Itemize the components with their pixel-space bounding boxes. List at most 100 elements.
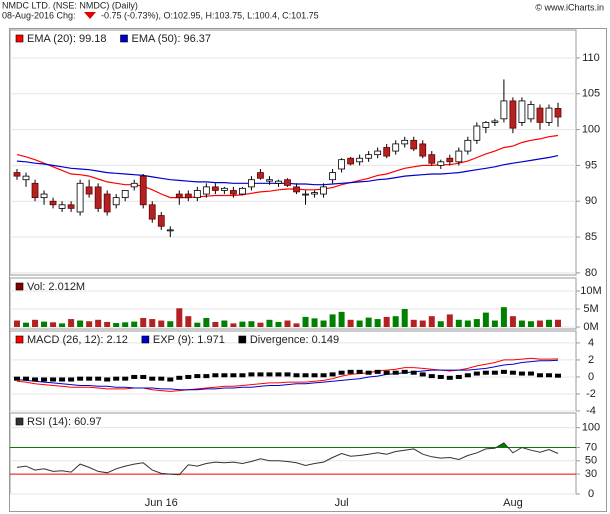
credit: © www.iCharts.in: [535, 2, 604, 12]
divergence-dot: [59, 377, 66, 382]
candle-body: [365, 154, 373, 159]
volume-bar: [338, 311, 345, 327]
legend-label: EMA (20): 99.18: [27, 33, 107, 45]
candle-body: [518, 100, 526, 123]
volume-bar: [555, 319, 561, 327]
divergence-dot: [491, 370, 498, 375]
candle-body: [410, 139, 418, 150]
volume-bar: [41, 321, 48, 327]
candle-body: [184, 193, 192, 199]
candle-body: [320, 186, 327, 195]
volume-bar: [365, 317, 372, 327]
divergence-dot: [239, 373, 246, 378]
volume-bar: [203, 317, 210, 327]
volume-bar: [437, 321, 444, 327]
volume-bar: [158, 320, 165, 327]
candle-body: [202, 186, 210, 195]
series-line: [16, 442, 559, 476]
legend-label: MACD (26, 12): 2.12: [27, 334, 128, 346]
divergence-dot: [545, 373, 552, 378]
candle-body: [112, 197, 120, 206]
volume-bar: [239, 321, 246, 327]
candle-body: [58, 204, 66, 209]
volume-bar: [293, 323, 300, 327]
legend-swatch: [238, 335, 247, 344]
divergence-dot: [518, 371, 525, 376]
candle-body: [383, 147, 391, 157]
divergence-dot: [14, 376, 20, 381]
volume-bar: [131, 321, 138, 327]
candle-body: [455, 150, 463, 163]
volume-bar: [374, 319, 381, 327]
volume-bar: [23, 322, 30, 327]
divergence-dot: [284, 372, 291, 377]
divergence-dot: [302, 373, 309, 378]
candle-body: [356, 157, 364, 163]
volume-bar: [77, 320, 84, 327]
divergence-dot: [509, 370, 516, 375]
volume-bar: [230, 323, 237, 327]
volume-bar: [410, 319, 417, 327]
x-tick-label: Jul: [335, 497, 349, 509]
candle-body: [94, 186, 102, 209]
candle-body: [85, 186, 93, 195]
candle-body: [22, 175, 30, 181]
divergence-dot: [131, 374, 138, 379]
candle-body: [148, 204, 156, 220]
candle-body: [509, 100, 517, 129]
divergence-dot: [77, 376, 84, 381]
x-tick-label: Jun 16: [145, 497, 178, 509]
volume-bar: [329, 314, 336, 327]
divergence-dot: [555, 373, 561, 378]
volume-bar: [59, 323, 66, 327]
divergence-dot: [203, 374, 210, 379]
volume-bar: [518, 320, 525, 327]
volume-bar: [356, 320, 363, 327]
volume-bar: [86, 321, 93, 327]
candle-body: [266, 179, 273, 182]
volume-bar: [419, 320, 426, 327]
divergence-dot: [374, 369, 381, 374]
volume-bar: [464, 320, 471, 327]
divergence-dot: [113, 376, 120, 381]
volume-bar: [392, 316, 399, 327]
y-tick-label: 10M: [580, 285, 601, 297]
divergence-dot: [158, 376, 165, 381]
volume-bar: [482, 312, 489, 327]
divergence-dot: [50, 377, 57, 382]
candle-body: [76, 182, 84, 213]
volume-bar: [95, 319, 102, 327]
legend-swatch: [15, 282, 24, 291]
volume-bar: [302, 316, 309, 327]
divergence-dot: [338, 370, 345, 375]
legend-label: RSI (14): 60.97: [27, 416, 102, 428]
candle-body: [338, 159, 346, 170]
legend-label: Vol: 2.012M: [27, 281, 85, 293]
divergence-dot: [257, 372, 264, 377]
y-tick-label: 80: [585, 267, 597, 279]
divergence-dot: [194, 374, 201, 379]
y-tick-label: 0: [588, 371, 594, 383]
volume-bar: [221, 320, 228, 327]
divergence-dot: [320, 373, 327, 378]
outer-frame: [9, 28, 607, 512]
candle-body: [220, 187, 228, 191]
y-tick-label: 0M: [583, 321, 598, 333]
divergence-dot: [176, 375, 183, 380]
header-date: 08-Aug-2016 Chg:: [2, 10, 76, 20]
divergence-dot: [527, 371, 534, 376]
divergence-dot: [266, 372, 273, 377]
candle-body: [40, 193, 48, 199]
candle-body: [121, 190, 129, 199]
divergence-dot: [86, 376, 93, 381]
candle-body: [139, 175, 147, 206]
candle-body: [31, 182, 39, 199]
divergence-dot: [167, 377, 174, 382]
candle-body: [67, 204, 75, 209]
candle-body: [103, 193, 111, 213]
y-tick-label: 30: [585, 468, 597, 480]
volume-bar: [167, 321, 174, 327]
divergence-dot: [122, 376, 129, 381]
